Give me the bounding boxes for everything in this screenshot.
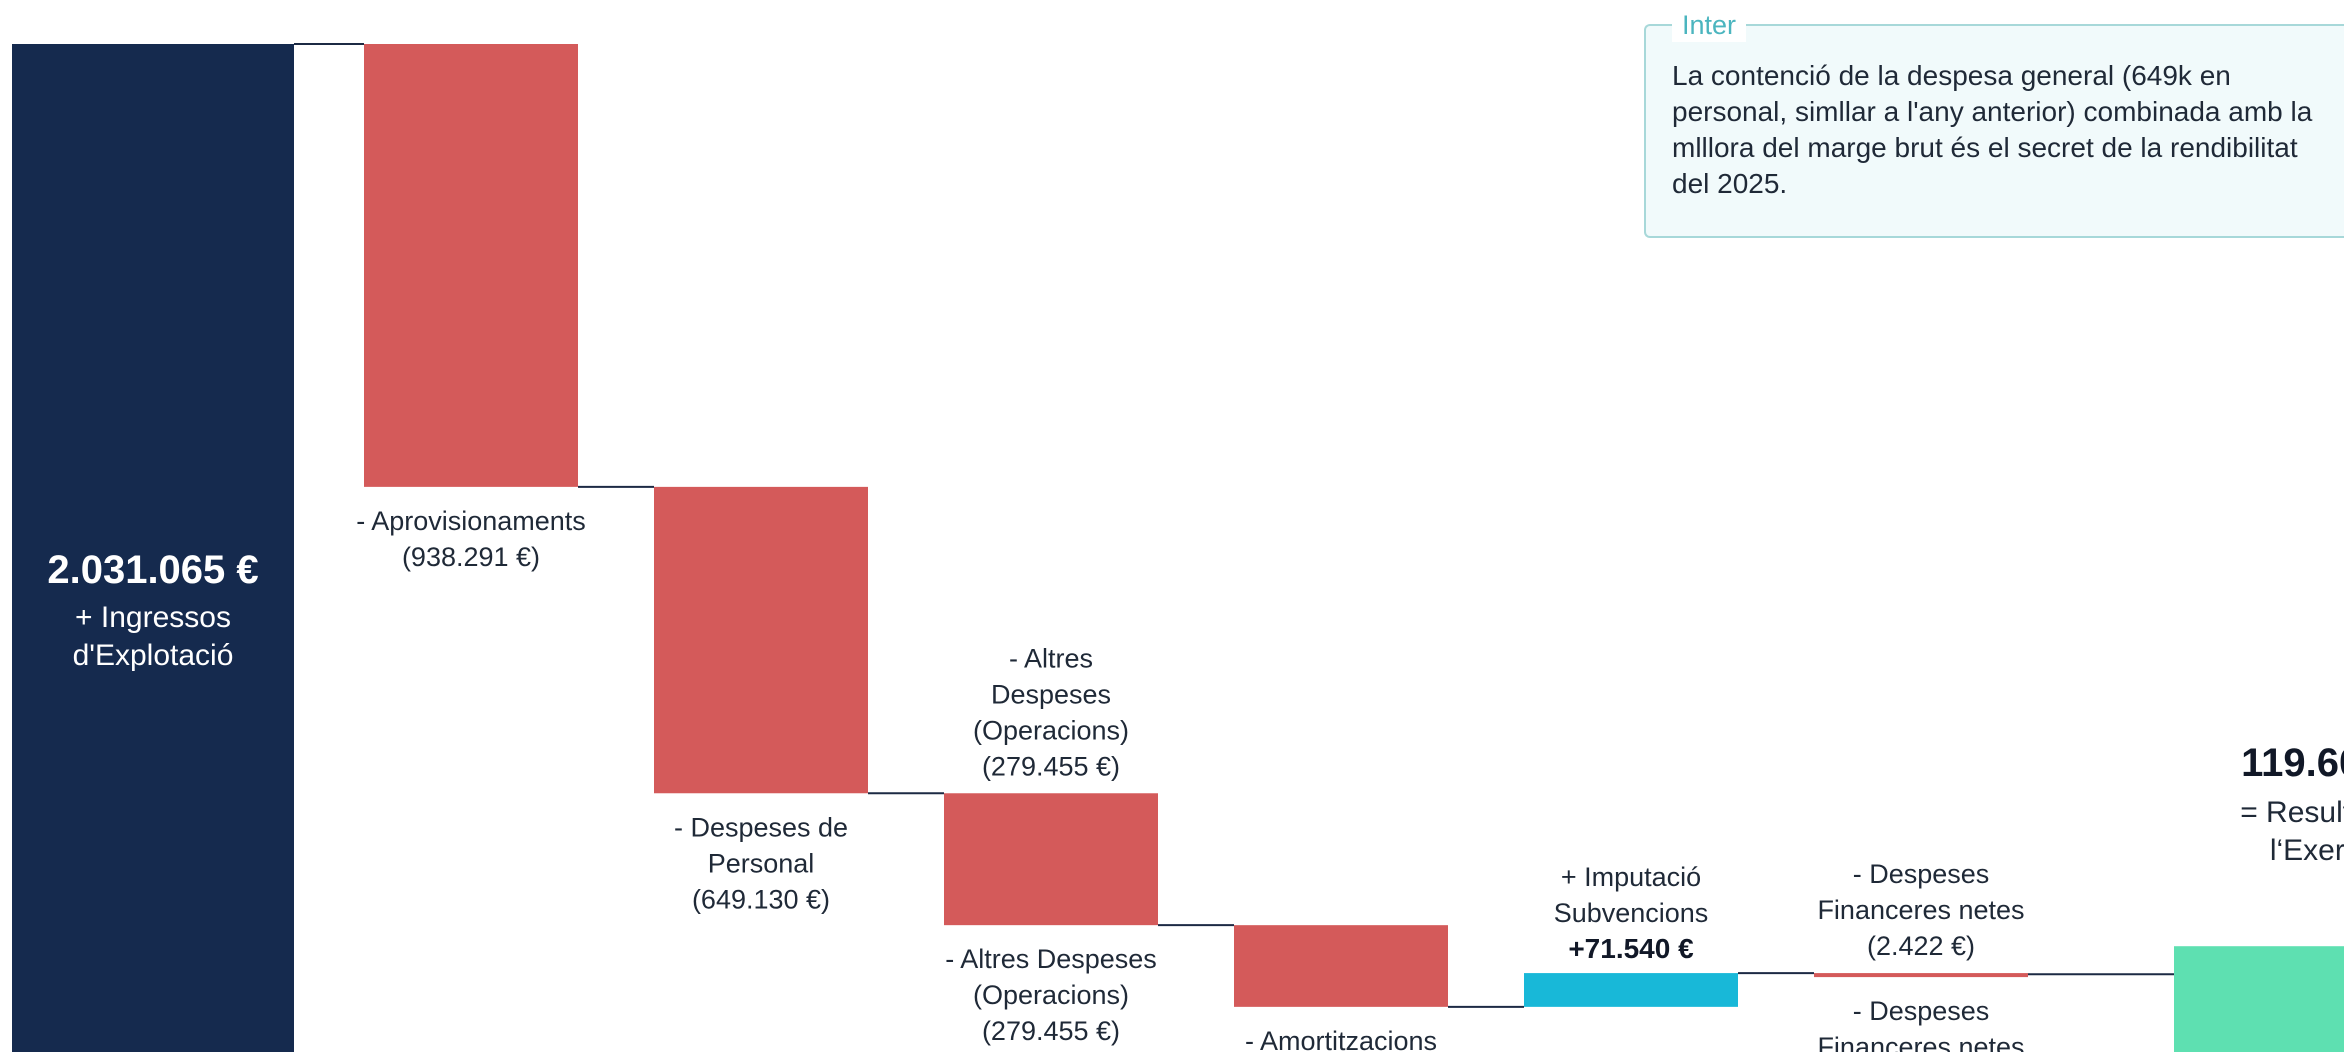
bar-8 [2174, 946, 2344, 1052]
bar-4-category-label-above-line-1: - Altres [1009, 643, 1093, 673]
bar-6 [1524, 973, 1738, 1007]
bar-4-category-label-above-line-3: (Operacions) [973, 715, 1129, 745]
bar-1-value-label: 2.031.065 € [47, 548, 258, 592]
bar-6-value-label: +71.540 € [1568, 933, 1694, 964]
bar-6-category-label-line-1: + Imputació [1561, 862, 1701, 892]
bar-4-category-label-line-1: - Altres Despeses [945, 944, 1157, 974]
bar-7-category-label-above-line-3: (2.422 €) [1867, 931, 1975, 961]
bar-6-category-label-line-2: Subvencions [1554, 898, 1709, 928]
bar-3-category-label-line-2: Personal [708, 848, 815, 878]
bar-3 [654, 486, 868, 794]
bar-7-category-label-line-2: Financeres netes [1817, 1032, 2024, 1052]
bar-4-category-label-above-line-4: (279.455 €) [982, 751, 1120, 781]
bar-5-category-label-line-1: - Amortitzacions [1245, 1026, 1437, 1052]
bar-1 [12, 44, 294, 1052]
bar-7-category-label-above-line-2: Financeres netes [1817, 895, 2024, 925]
bar-5 [1234, 925, 1448, 1007]
bar-4-category-label-above-line-2: Despeses [991, 679, 1111, 709]
bar-2 [364, 44, 578, 487]
bar-3-category-label-line-1: - Despeses de [674, 812, 848, 842]
bar-8-value-label: 119.609 € [2241, 741, 2344, 785]
bar-3-category-label-line-3: (649.130 €) [692, 884, 830, 914]
bar-7 [1814, 973, 2028, 978]
bar-4-category-label-line-2: (Operacions) [973, 980, 1129, 1010]
bar-1-category-label-line-2: d'Explotació [73, 639, 234, 672]
insight-callout-title: Inter [1672, 8, 1747, 42]
bar-1-category-label-line-1: + Ingressos [75, 601, 231, 634]
bar-2-category-label-line-1: - Aprovisionaments [356, 506, 586, 536]
bar-8-category-label-line-1: = Resultat de [2240, 796, 2344, 829]
bar-7-category-label-above-line-1: - Despeses [1853, 859, 1990, 889]
bar-4-category-label-line-3: (279.455 €) [982, 1016, 1120, 1046]
bar-4 [944, 793, 1158, 926]
bar-8-category-label-line-2: l‘Exercici [2270, 834, 2344, 867]
insight-callout-text: La contenció de la despesa general (649k… [1672, 60, 2313, 199]
insight-callout [1644, 24, 2344, 238]
bar-7-category-label-line-1: - Despeses [1853, 996, 1990, 1026]
bar-2-category-label-line-2: (938.291 €) [402, 542, 540, 572]
